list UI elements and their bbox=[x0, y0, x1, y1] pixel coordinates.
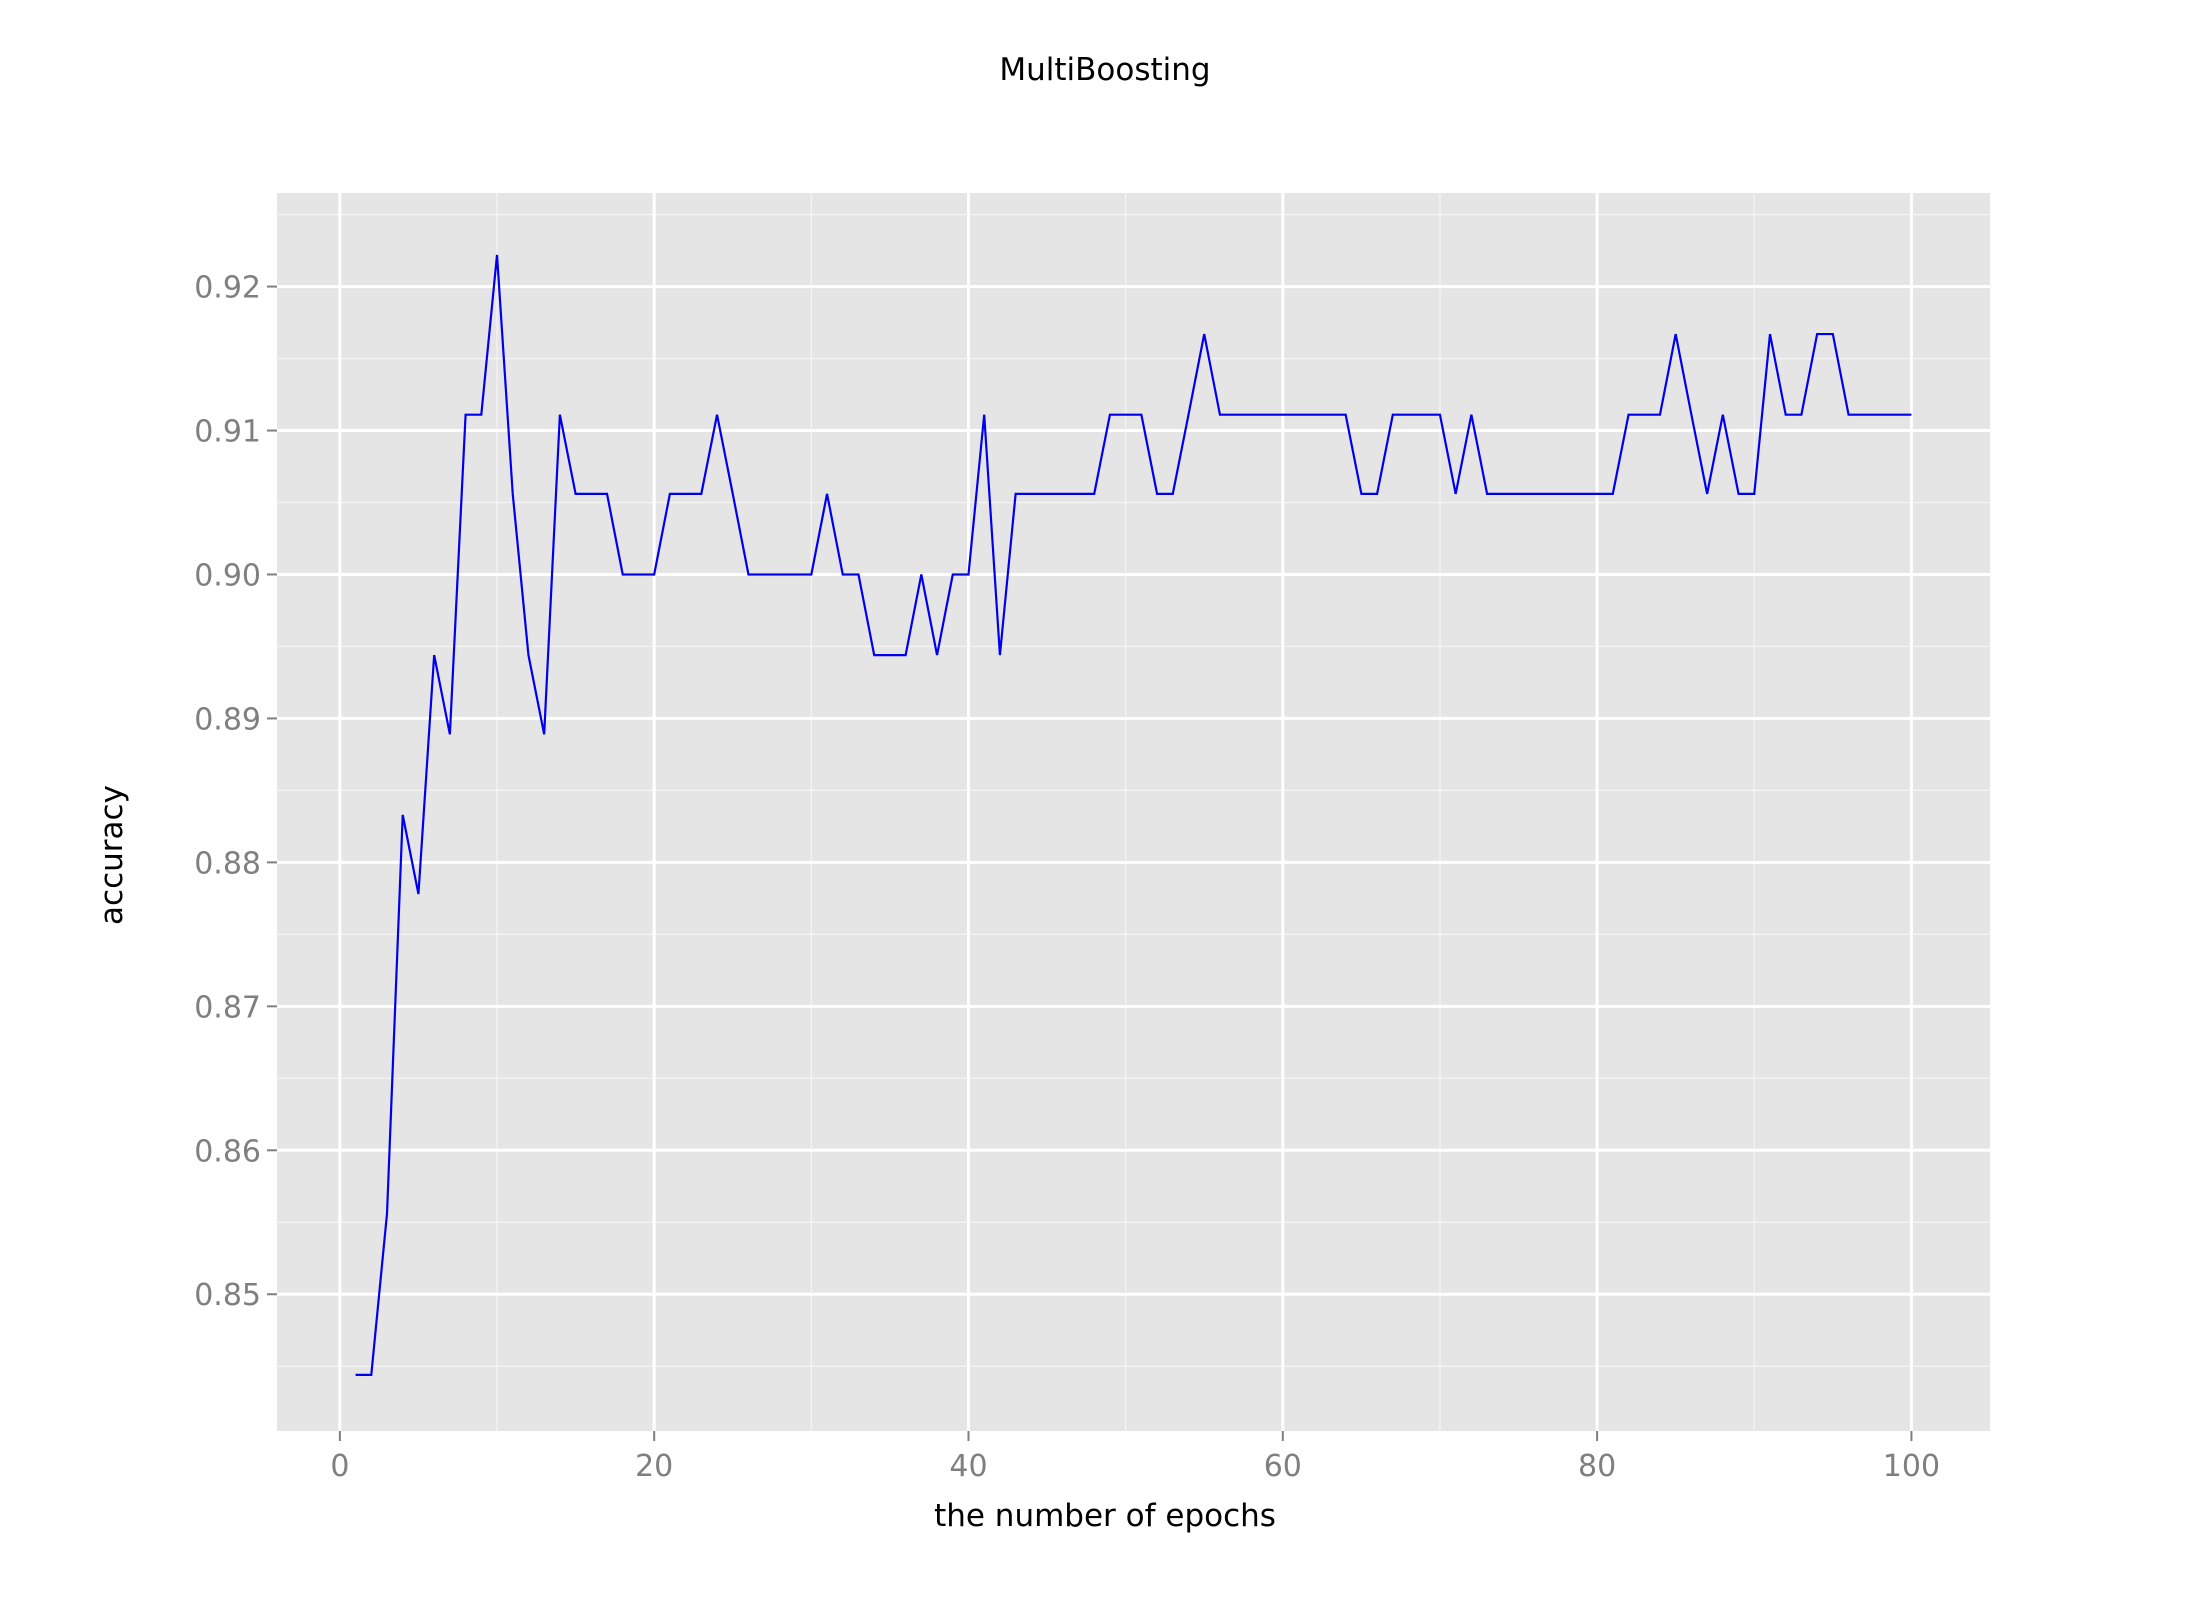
x-tick-label: 100 bbox=[1883, 1449, 1940, 1484]
y-axis-title: accuracy bbox=[94, 785, 130, 925]
x-tick-label: 40 bbox=[949, 1449, 987, 1484]
y-tick-label: 0.87 bbox=[194, 990, 261, 1025]
x-axis-title: the number of epochs bbox=[934, 1498, 1276, 1534]
x-tick-label: 0 bbox=[330, 1449, 349, 1484]
plot-panel bbox=[277, 193, 1990, 1431]
y-tick-label: 0.86 bbox=[194, 1134, 261, 1169]
series-line-1 bbox=[355, 254, 1912, 1376]
x-tick-label: 20 bbox=[635, 1449, 673, 1484]
y-tick-label: 0.89 bbox=[194, 702, 261, 737]
x-tick-label: 60 bbox=[1264, 1449, 1302, 1484]
y-tick-label: 0.91 bbox=[194, 415, 261, 450]
x-tick-label: 80 bbox=[1578, 1449, 1616, 1484]
series-layer bbox=[355, 254, 1912, 1376]
y-tick-label: 0.85 bbox=[194, 1278, 261, 1313]
y-tick-label: 0.88 bbox=[194, 846, 261, 881]
tick-labels: 0 20 40 60 80 100 0.85 0.86 0.87 0.88 0.89 0.90 0.91… bbox=[194, 271, 1940, 1484]
minor-gridlines bbox=[277, 193, 1990, 1431]
y-tick-label: 0.92 bbox=[194, 271, 261, 306]
axis-ticks bbox=[267, 285, 1913, 1441]
y-tick-label: 0.90 bbox=[194, 558, 261, 593]
chart-title: MultiBoosting bbox=[999, 52, 1210, 88]
